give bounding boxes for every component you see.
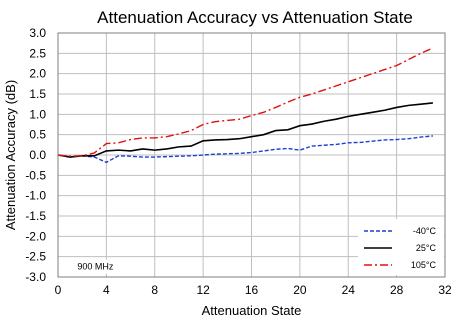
chart-title: Attenuation Accuracy vs Attenuation Stat… (97, 8, 413, 27)
y-tick-label: 1.0 (29, 107, 46, 121)
x-tick-label: 4 (103, 283, 110, 297)
x-tick-label: 24 (342, 283, 356, 297)
legend-background (358, 219, 444, 275)
y-tick-label: -1.0 (25, 189, 46, 203)
y-tick-label: 3.0 (29, 26, 46, 40)
frequency-annotation: 900 MHz (77, 262, 114, 272)
legend-label-1: 25°C (416, 243, 437, 253)
y-tick-label: 0.5 (29, 128, 46, 142)
y-tick-label: 2.5 (29, 46, 46, 60)
y-tick-label: 0.0 (29, 148, 46, 162)
x-tick-label: 8 (151, 283, 158, 297)
y-tick-label: -2.0 (25, 229, 46, 243)
legend-label-2: 105°C (411, 260, 437, 270)
x-tick-label: 16 (245, 283, 259, 297)
series-line-2 (57, 47, 434, 157)
x-tick-label: 0 (55, 283, 62, 297)
x-tick-label: 12 (196, 283, 210, 297)
y-tick-label: -1.5 (25, 209, 46, 223)
legend-label-0: -40°C (413, 226, 437, 236)
legend: -40°C 25°C 105°C (358, 219, 444, 275)
tick-labels: -3.0 -2.5 -2.0 -1.5 -1.0 -0.5 0.0 0.5 1.0 1.5 2.0 2… (25, 26, 452, 297)
series-lines (57, 47, 434, 164)
x-tick-label: 20 (293, 283, 307, 297)
y-tick-label: -2.5 (25, 250, 46, 264)
y-tick-label: -0.5 (25, 168, 46, 182)
y-axis-label: Attenuation Accuracy (dB) (3, 80, 18, 230)
y-tick-label: 1.5 (29, 87, 46, 101)
annotation-background (74, 259, 123, 274)
series-line-1 (57, 102, 433, 158)
x-axis-label: Attenuation State (202, 303, 302, 318)
x-tick-label: 32 (438, 283, 452, 297)
series-line-0 (57, 135, 433, 164)
x-tick-label: 28 (390, 283, 404, 297)
plot-frame (57, 32, 446, 278)
y-tick-label: 2.0 (29, 67, 46, 81)
y-tick-label: -3.0 (25, 270, 46, 284)
annotation-group: 900 MHz (74, 259, 123, 274)
